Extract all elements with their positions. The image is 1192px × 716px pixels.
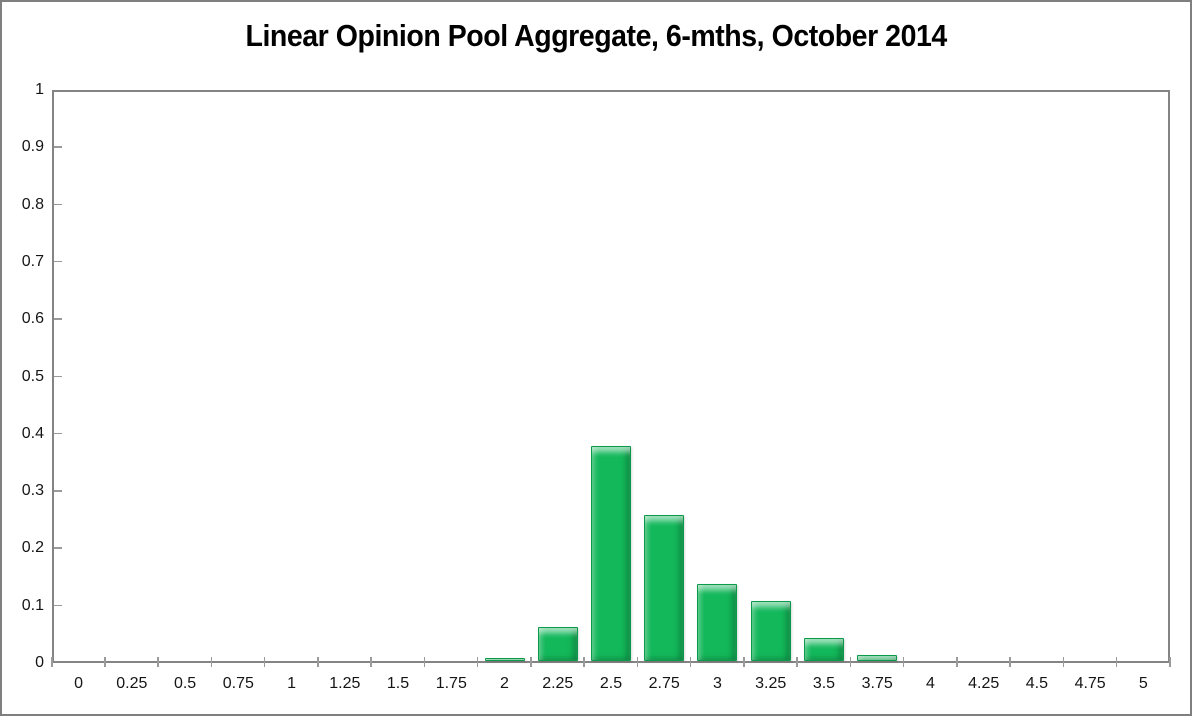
x-axis-label-2.25: 2.25	[542, 675, 574, 692]
x-axis-label-0.25: 0.25	[116, 675, 148, 692]
y-axis-label-0.6: 0.6	[21, 310, 44, 328]
x-axis-tick-17	[956, 657, 958, 667]
y-axis-tick-0.8	[54, 203, 62, 206]
x-axis-label-1.5: 1.5	[386, 675, 410, 692]
x-axis-tick-9	[530, 657, 532, 667]
y-axis-label-0.9: 0.9	[21, 138, 44, 156]
x-axis-label-1.75: 1.75	[435, 675, 467, 692]
bar-2.25	[537, 627, 578, 661]
x-axis-tick-21	[1169, 657, 1171, 667]
y-axis-label-0.7: 0.7	[21, 252, 44, 270]
x-axis-tick-3	[210, 657, 213, 667]
x-axis-tick-0	[51, 657, 53, 667]
bar-3.5	[803, 638, 844, 661]
bar-2.5	[591, 446, 631, 661]
x-axis-tick-13	[743, 657, 745, 667]
x-axis-label-4.5: 4.5	[1025, 675, 1049, 692]
x-axis-label-3: 3	[713, 675, 722, 692]
y-axis-tick-0.1	[54, 604, 62, 607]
x-axis-tick-20	[1115, 657, 1118, 667]
x-axis-tick-4	[263, 657, 266, 667]
x-axis-tick-2	[157, 657, 159, 667]
y-axis-label-0.2: 0.2	[21, 539, 44, 557]
x-axis-tick-11	[636, 657, 639, 667]
y-axis-label-1: 1	[35, 81, 44, 98]
y-axis-tick-0.3	[54, 490, 62, 492]
bar-2	[484, 658, 525, 661]
y-axis-tick-0.2	[54, 547, 62, 549]
chart-title: Linear Opinion Pool Aggregate, 6-mths, O…	[2, 18, 1190, 54]
x-axis-tick-6	[370, 657, 372, 667]
y-axis-label-0.8: 0.8	[21, 195, 44, 213]
x-axis-label-4: 4	[925, 675, 935, 692]
x-axis-label-1: 1	[287, 675, 296, 692]
y-axis-label-0.5: 0.5	[21, 367, 44, 385]
y-axis-tick-0.4	[54, 432, 62, 435]
y-axis-label-0: 0	[35, 654, 44, 671]
x-axis-label-0.75: 0.75	[222, 675, 254, 692]
y-axis-label-0.4: 0.4	[21, 424, 44, 442]
bar-2.75	[644, 515, 685, 661]
x-axis-label-2.5: 2.5	[599, 675, 623, 692]
x-axis-tick-5	[317, 657, 319, 667]
y-axis-tick-0.6	[54, 318, 62, 320]
y-axis-label-0.3: 0.3	[21, 482, 44, 500]
x-axis-label-5: 5	[1138, 675, 1148, 692]
y-axis-tick-0.5	[54, 375, 62, 377]
y-axis-tick-0.7	[54, 260, 62, 263]
chart-title-text: Linear Opinion Pool Aggregate, 6-mths, O…	[245, 18, 947, 53]
x-axis-tick-8	[476, 657, 479, 667]
x-axis-tick-1	[104, 657, 106, 667]
x-axis-tick-14	[796, 657, 798, 667]
x-axis-label-0: 0	[74, 675, 84, 692]
x-axis-label-1.25: 1.25	[329, 675, 361, 692]
bar-3.75	[857, 655, 898, 661]
x-axis-label-3.25: 3.25	[755, 675, 787, 692]
x-axis-tick-10	[583, 657, 585, 667]
x-axis-label-2.75: 2.75	[648, 675, 680, 692]
x-axis-tick-16	[902, 657, 905, 667]
x-axis-label-3.75: 3.75	[861, 675, 893, 692]
x-axis-tick-18	[1009, 657, 1011, 667]
x-axis-label-3.5: 3.5	[812, 675, 836, 692]
y-axis-tick-0.9	[54, 146, 62, 148]
x-axis-tick-19	[1062, 657, 1065, 667]
x-axis-label-0.5: 0.5	[173, 675, 197, 692]
bar-3.25	[750, 601, 791, 661]
x-axis-label-4.75: 4.75	[1074, 675, 1106, 692]
x-axis-tick-7	[423, 657, 426, 667]
x-axis-tick-12	[689, 657, 692, 667]
x-axis-tick-15	[849, 657, 852, 667]
bar-3	[697, 584, 738, 661]
x-axis-label-2: 2	[500, 675, 509, 692]
x-axis-label-4.25: 4.25	[968, 675, 1000, 692]
y-axis-label-0.1: 0.1	[21, 596, 44, 614]
